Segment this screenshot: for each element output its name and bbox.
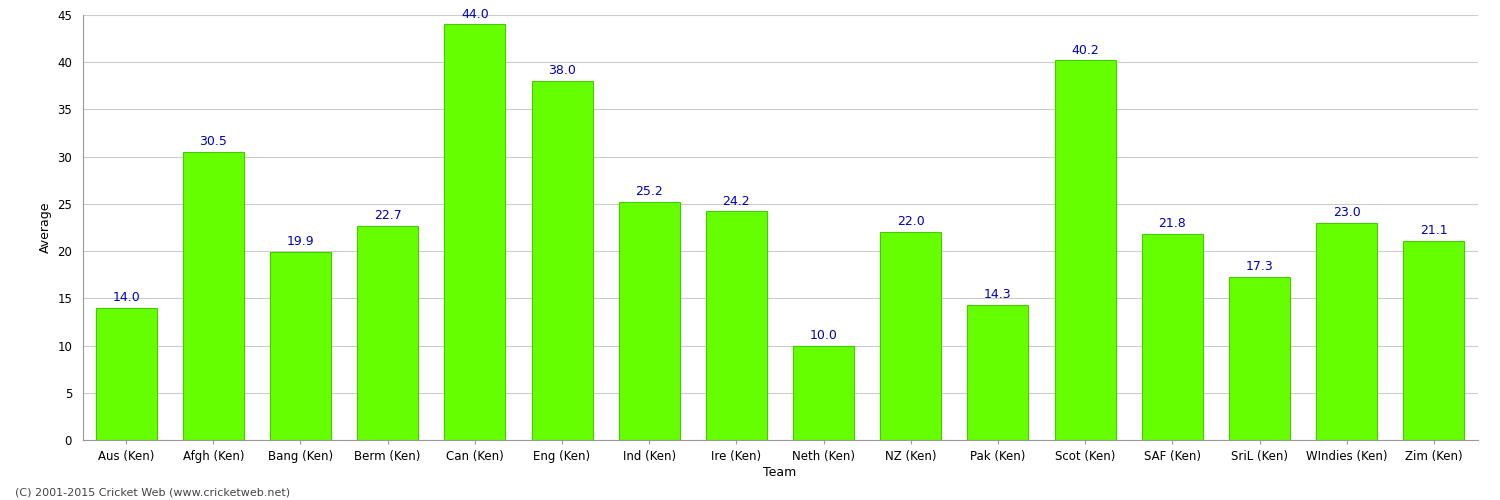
Bar xyxy=(1316,223,1377,440)
Text: 22.0: 22.0 xyxy=(897,216,924,228)
Text: 40.2: 40.2 xyxy=(1071,44,1100,57)
Text: 25.2: 25.2 xyxy=(636,185,663,198)
Bar xyxy=(531,81,592,440)
Text: 14.3: 14.3 xyxy=(984,288,1012,301)
Bar xyxy=(357,226,419,440)
Bar xyxy=(880,232,942,440)
Text: 22.7: 22.7 xyxy=(374,209,402,222)
Text: 21.1: 21.1 xyxy=(1420,224,1448,237)
Text: 10.0: 10.0 xyxy=(810,329,837,342)
Text: 44.0: 44.0 xyxy=(460,8,489,20)
Bar xyxy=(1142,234,1203,440)
Text: (C) 2001-2015 Cricket Web (www.cricketweb.net): (C) 2001-2015 Cricket Web (www.cricketwe… xyxy=(15,488,290,498)
Bar xyxy=(706,212,766,440)
Text: 14.0: 14.0 xyxy=(112,291,140,304)
Text: 19.9: 19.9 xyxy=(286,236,315,248)
Bar xyxy=(96,308,156,440)
Bar xyxy=(183,152,244,440)
Text: 30.5: 30.5 xyxy=(200,135,226,148)
Text: 21.8: 21.8 xyxy=(1158,218,1186,230)
Y-axis label: Average: Average xyxy=(39,202,51,253)
Bar xyxy=(1054,60,1116,440)
Text: 38.0: 38.0 xyxy=(548,64,576,78)
Bar xyxy=(1404,240,1464,440)
Bar xyxy=(968,305,1029,440)
X-axis label: Team: Team xyxy=(764,466,796,478)
Text: 23.0: 23.0 xyxy=(1334,206,1360,219)
Bar xyxy=(444,24,506,440)
Text: 24.2: 24.2 xyxy=(723,194,750,207)
Bar xyxy=(794,346,853,440)
Bar xyxy=(270,252,332,440)
Bar xyxy=(618,202,680,440)
Text: 17.3: 17.3 xyxy=(1245,260,1274,273)
Bar xyxy=(1228,276,1290,440)
